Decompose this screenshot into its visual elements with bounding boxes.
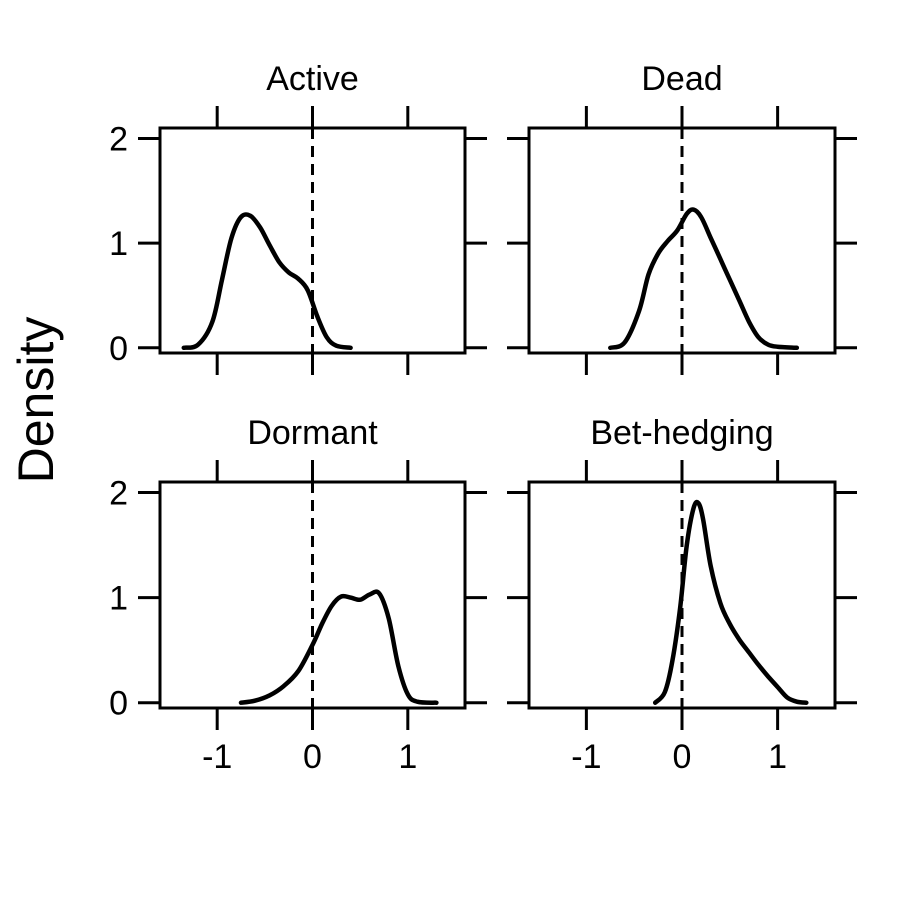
y-tick-label-active-0: 0 (109, 330, 128, 368)
y-tick-label-dormant-2: 2 (109, 475, 128, 513)
panel-title-bet-hedging: Bet-hedging (590, 414, 773, 452)
panel-dormant: Dormant -1 0 1 0 1 2 (109, 414, 487, 776)
panel-active: Active 0 1 2 (109, 60, 487, 375)
density-curve-dormant (238, 589, 439, 705)
x-tick-label-bet-hedging-1: 0 (673, 738, 692, 776)
density-curve-bet-hedging (652, 499, 809, 705)
panels: Active 0 1 2 Dead Dormant -1 0 1 0 1 2 Bet-hedging -1… (109, 60, 857, 776)
y-tick-label-dormant-1: 1 (109, 580, 128, 618)
y-axis-label: Density (8, 317, 64, 484)
density-curve-active (181, 212, 353, 351)
x-tick-label-bet-hedging-0: -1 (571, 738, 601, 776)
density-curve-dead (608, 207, 800, 351)
panel-title-dormant: Dormant (247, 414, 378, 452)
x-tick-label-bet-hedging-2: 1 (768, 738, 787, 776)
panel-title-dead: Dead (641, 60, 722, 98)
panel-title-active: Active (266, 60, 359, 98)
y-tick-label-active-2: 2 (109, 120, 128, 158)
x-tick-label-dormant-1: 0 (303, 738, 322, 776)
panel-dead: Dead (507, 60, 857, 375)
y-tick-label-active-1: 1 (109, 225, 128, 263)
y-tick-label-dormant-0: 0 (109, 685, 128, 723)
x-tick-label-dormant-0: -1 (202, 738, 232, 776)
panel-bet-hedging: Bet-hedging -1 0 1 (507, 414, 857, 776)
x-tick-label-dormant-2: 1 (398, 738, 417, 776)
